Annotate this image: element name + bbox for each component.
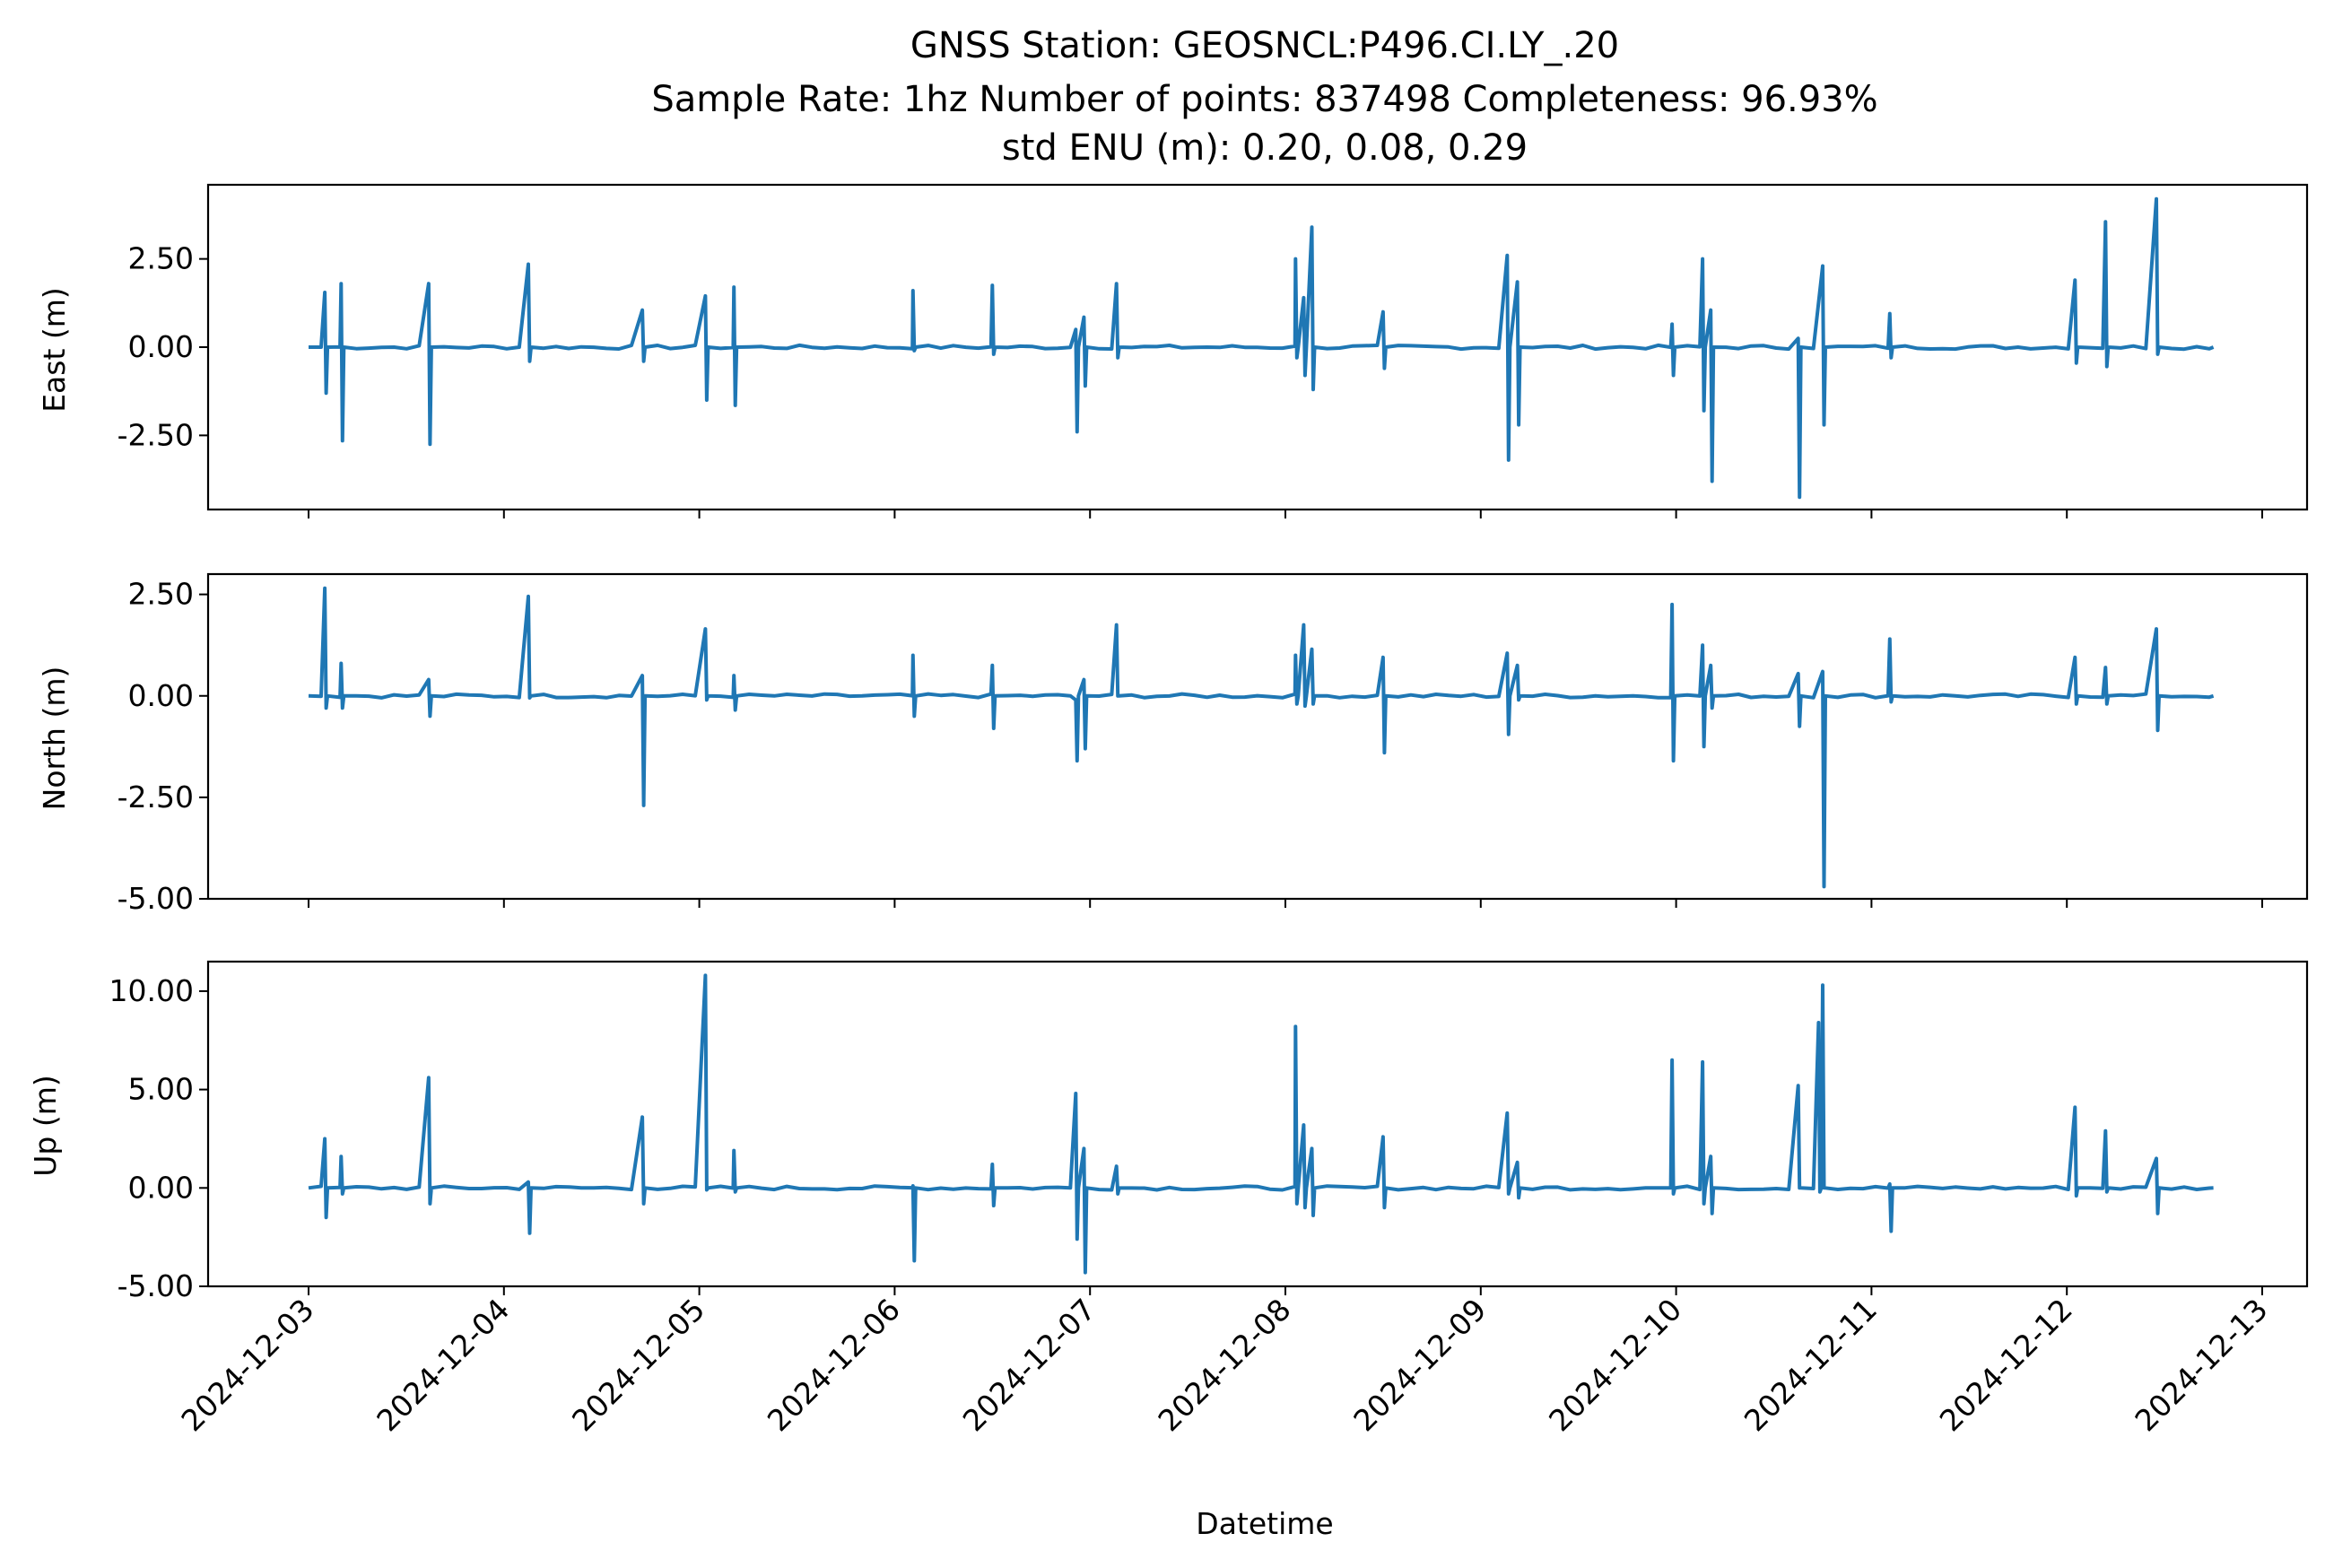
panel-north: North (m) 2.50 0.00 -2.50 -5.00 — [37, 572, 2309, 916]
y-tick-label-north-0: 2.50 — [128, 577, 194, 612]
chart-title-line-2: Sample Rate: 1hz Number of points: 83749… — [651, 79, 1877, 120]
y-tick-label-up-1: 5.00 — [128, 1072, 194, 1107]
plot-frame-up — [206, 960, 2309, 1288]
y-axis-label-north: North (m) — [37, 666, 72, 811]
y-tick-label-east-0: 2.50 — [128, 241, 194, 276]
y-axis-label-up: Up (m) — [28, 1075, 63, 1177]
chart-title-line-3: std ENU (m): 0.20, 0.08, 0.29 — [1002, 127, 1528, 169]
y-tick-label-up-0: 10.00 — [109, 973, 194, 1008]
y-axis-label-east: East (m) — [37, 287, 72, 413]
chart-title-line-1: GNSS Station: GEOSNCL:P496.CI.LY_.20 — [910, 25, 1619, 66]
plot-frame-north — [206, 572, 2309, 901]
y-tick-label-east-1: 0.00 — [128, 329, 194, 364]
y-tick-label-north-3: -5.00 — [118, 881, 194, 916]
y-tick-label-up-3: -5.00 — [118, 1268, 194, 1303]
series-line-up — [308, 973, 2214, 1275]
series-line-east — [309, 196, 2215, 500]
x-axis-label: Datetime — [1196, 1506, 1333, 1541]
y-tick-label-north-2: -2.50 — [118, 780, 194, 814]
plot-frame-east — [206, 183, 2309, 511]
y-tick-label-east-2: -2.50 — [118, 417, 194, 452]
series-line-north — [308, 586, 2215, 889]
panel-east: East (m) 2.50 0.00 -2.50 — [37, 183, 2309, 518]
panel-up: Up (m) 10.00 5.00 0.00 -5.00 — [28, 960, 2309, 1303]
y-tick-label-north-1: 0.00 — [128, 678, 194, 713]
y-tick-label-up-2: 0.00 — [128, 1170, 194, 1205]
